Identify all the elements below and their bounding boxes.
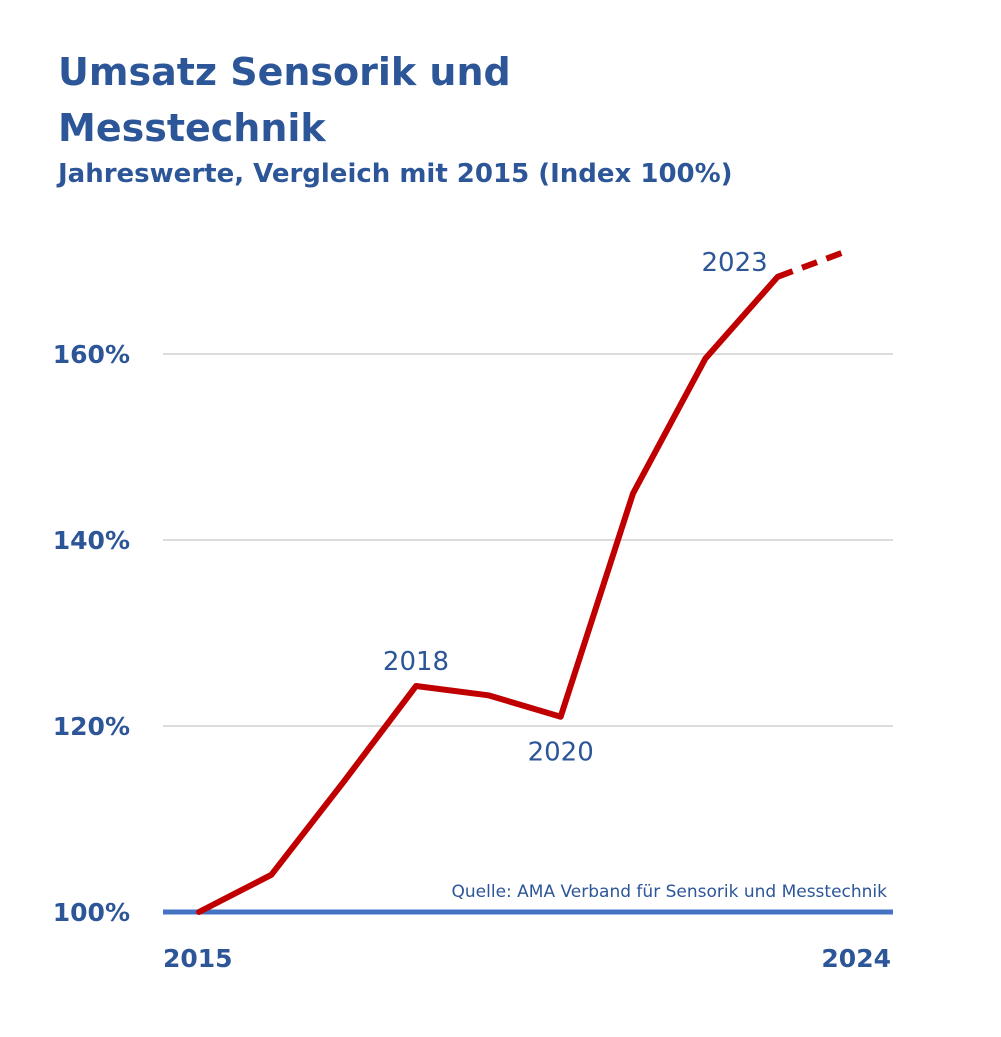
chart-title-line-2: Messtechnik	[58, 106, 326, 150]
y-tick-label-160: 160%	[53, 340, 130, 369]
annotation-2023: 2023	[701, 248, 767, 278]
x-tick-label-first: 2015	[163, 944, 233, 973]
series-line-dashed	[776, 247, 852, 280]
series-line-solid	[196, 273, 781, 915]
annotation-2020: 2020	[528, 738, 594, 768]
x-tick-label-last: 2024	[821, 944, 891, 973]
y-tick-label-140: 140%	[53, 526, 130, 555]
y-tick-label-100: 100%	[53, 898, 130, 927]
chart-title: Umsatz Sensorik und Messtechnik	[58, 44, 658, 156]
source-note: Quelle: AMA Verband für Sensorik und Mes…	[452, 882, 888, 902]
chart-title-line-1: Umsatz Sensorik und	[58, 50, 511, 94]
y-tick-label-120: 120%	[53, 712, 130, 741]
chart-subtitle: Jahreswerte, Vergleich mit 2015 (Index 1…	[58, 159, 733, 189]
annotation-2018: 2018	[383, 647, 449, 677]
